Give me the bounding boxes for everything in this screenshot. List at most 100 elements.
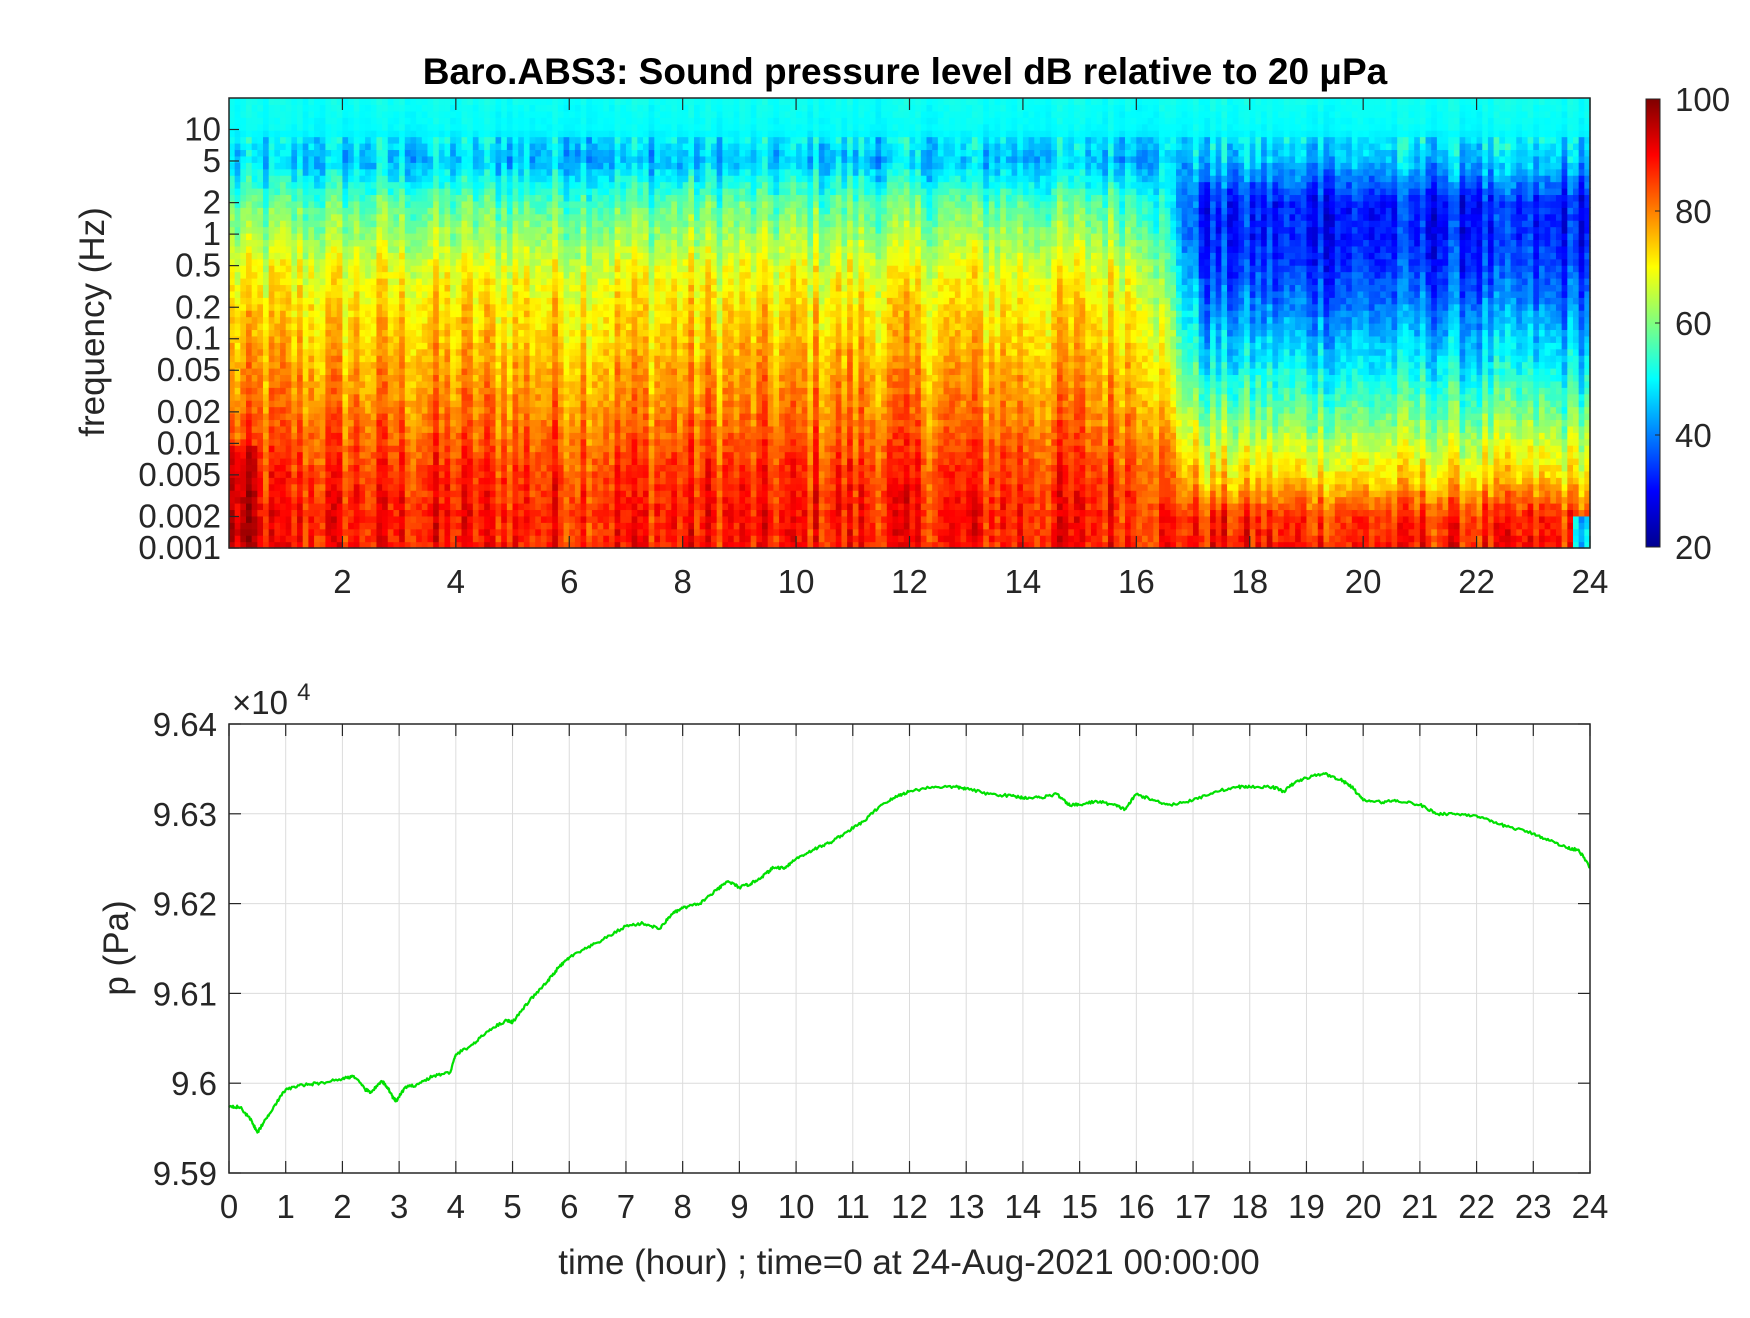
spectrogram-cell — [472, 175, 480, 183]
spectrogram-cell — [234, 503, 241, 511]
spectrogram-cell — [489, 380, 497, 388]
spectrogram-cell — [353, 413, 361, 421]
spectrogram-cell — [365, 252, 372, 260]
spectrogram-cell — [274, 464, 281, 472]
spectrogram-cell — [580, 335, 587, 343]
spectrogram-cell — [512, 522, 519, 530]
spectrogram-cell — [240, 252, 247, 260]
spectrogram-cell — [268, 393, 275, 401]
spectrogram-cell — [591, 155, 599, 163]
spectrogram-cell — [546, 387, 553, 395]
spectrogram-cell — [444, 110, 451, 118]
spectrogram-cell — [325, 98, 332, 106]
spectrogram-cell — [574, 432, 582, 440]
spectrogram-cell — [603, 284, 610, 292]
spectrogram-cell — [376, 329, 383, 337]
spectrogram-cell — [489, 329, 497, 337]
spectrogram-cell — [438, 329, 446, 337]
spectrogram-cell — [404, 483, 412, 491]
spectrogram-cell — [484, 393, 491, 401]
spectrogram-cell — [478, 400, 485, 408]
spectrogram-cell — [433, 503, 440, 511]
spectrogram-cell — [501, 271, 508, 279]
spectrogram-cell — [427, 451, 434, 459]
spectrogram-cell — [495, 535, 502, 543]
spectrogram-cell — [257, 425, 264, 433]
spectrogram-cell — [359, 503, 366, 511]
spectrogram-cell — [365, 316, 372, 324]
spectrogram-cell — [404, 503, 412, 511]
spectrogram-cell — [552, 368, 559, 376]
spectrogram-cell — [563, 496, 570, 504]
spectrogram-cell — [535, 329, 542, 337]
spectrogram-cell — [512, 483, 519, 491]
spectrogram-cell — [376, 226, 383, 234]
spectrogram-cell — [410, 483, 417, 491]
spectrogram-cell — [274, 213, 281, 221]
spectrogram-cell — [574, 130, 582, 138]
spectrogram-cell — [444, 432, 451, 440]
spectrogram-cell — [331, 425, 338, 433]
spectrogram-cell — [563, 368, 570, 376]
spectrogram-cell — [263, 130, 270, 138]
spectrogram-cell — [234, 136, 241, 144]
spectrogram-cell — [461, 374, 468, 382]
spectrogram-cell — [393, 458, 400, 466]
spectrogram-cell — [450, 445, 457, 453]
spectrogram-cell — [348, 413, 355, 421]
spectrogram-cell — [297, 297, 304, 305]
spectrogram-cell — [438, 110, 446, 118]
spectrogram-cell — [563, 98, 570, 106]
spectrogram-cell — [229, 432, 236, 440]
spectrogram-cell — [625, 310, 633, 318]
spectrogram-cell — [274, 342, 281, 350]
spectrogram-cell — [410, 451, 417, 459]
spectrogram-cell — [557, 290, 565, 298]
spectrogram-cell — [280, 117, 287, 125]
spectrogram-cell — [359, 239, 366, 247]
spectrogram-cell — [393, 451, 400, 459]
spectrogram-cell — [229, 374, 236, 382]
spectrogram-cell — [308, 406, 315, 414]
spectrogram-cell — [314, 310, 321, 318]
spectrogram-cell — [393, 207, 400, 215]
spectrogram-cell — [365, 278, 372, 286]
spectrogram-cell — [240, 515, 247, 523]
spectrogram-cell — [478, 155, 485, 163]
spectrogram-cell — [546, 445, 553, 453]
spectrogram-cell — [450, 438, 457, 446]
spectrogram-cell — [387, 316, 395, 324]
spectrogram-cell — [546, 278, 553, 286]
spectrogram-cell — [416, 425, 423, 433]
spectrogram-cell — [591, 117, 599, 125]
spectrogram-cell — [274, 361, 281, 369]
spectrogram-cell — [472, 464, 480, 472]
spectrogram-cell — [302, 188, 309, 196]
spectrogram-cell — [268, 117, 275, 125]
spectrogram-cell — [512, 387, 519, 395]
spectrogram-cell — [251, 123, 258, 131]
spectrogram-cell — [285, 258, 292, 266]
spectrogram-cell — [450, 413, 457, 421]
spectrogram-cell — [280, 233, 287, 241]
spectrogram-cell — [257, 400, 264, 408]
spectrogram-cell — [263, 162, 270, 170]
spectrogram-cell — [353, 432, 361, 440]
spectrogram-cell — [557, 368, 565, 376]
spectrogram-cell — [404, 387, 412, 395]
spectrogram-cell — [370, 503, 378, 511]
spectrogram-cell — [438, 406, 446, 414]
spectrogram-cell — [574, 368, 582, 376]
spectrogram-cell — [342, 432, 349, 440]
spectrogram-cell — [552, 522, 559, 530]
spectrogram-cell — [501, 278, 508, 286]
spectrogram-cell — [376, 445, 383, 453]
spectrogram-cell — [501, 194, 508, 202]
spectrogram-cell — [325, 477, 332, 485]
spectrogram-cell — [597, 290, 604, 298]
spectrogram-cell — [591, 207, 599, 215]
spectrogram-cell — [563, 445, 570, 453]
spectrogram-cell — [376, 477, 383, 485]
spectrogram-cell — [489, 188, 497, 196]
spectrogram-cell — [586, 464, 593, 472]
